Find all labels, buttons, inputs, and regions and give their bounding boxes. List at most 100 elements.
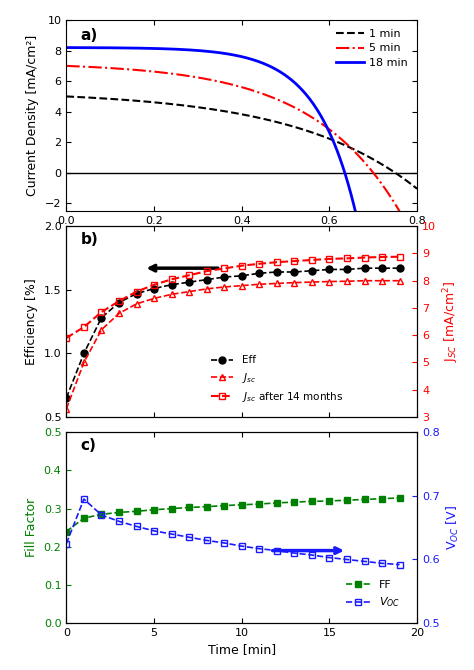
1 min	[253, 113, 259, 121]
Eff	[344, 265, 350, 273]
$J_{sc}$ after 14 months	[256, 260, 262, 268]
FF	[151, 506, 157, 514]
1 min	[230, 109, 236, 117]
$J_{sc}$ after 14 months	[99, 308, 104, 316]
Line: FF: FF	[63, 494, 403, 535]
1 min	[414, 185, 420, 193]
$J_{sc}$ after 14 months	[274, 258, 280, 266]
FF	[379, 494, 385, 502]
$J_{sc}$ after 14 months	[81, 323, 87, 331]
$V_{OC}$	[116, 517, 122, 525]
$J_{sc}$ after 14 months	[204, 267, 210, 275]
Eff	[379, 264, 385, 272]
5 min	[64, 62, 69, 70]
$J_{sc}$	[81, 358, 87, 366]
$J_{sc}$	[169, 290, 174, 298]
$J_{sc}$	[256, 280, 262, 288]
$J_{sc}$ after 14 months	[134, 287, 139, 295]
$J_{sc}$ after 14 months	[116, 297, 122, 305]
Y-axis label: V$_{OC}$ [V]: V$_{OC}$ [V]	[445, 505, 461, 550]
$J_{sc}$ after 14 months	[309, 256, 315, 264]
Eff	[292, 268, 297, 276]
1 min	[406, 178, 411, 186]
$J_{sc}$	[344, 277, 350, 285]
$V_{OC}$	[204, 537, 210, 545]
$J_{sc}$	[274, 279, 280, 287]
$V_{OC}$	[64, 539, 69, 547]
Line: $J_{sc}$ after 14 months: $J_{sc}$ after 14 months	[63, 253, 403, 342]
Eff	[204, 275, 210, 283]
Eff	[64, 394, 69, 402]
FF	[362, 495, 367, 503]
FF	[169, 505, 174, 513]
$J_{sc}$	[186, 287, 192, 295]
Line: 5 min: 5 min	[66, 66, 417, 245]
FF	[81, 514, 87, 522]
$J_{sc}$ after 14 months	[344, 255, 350, 263]
FF	[256, 500, 262, 508]
$J_{sc}$ after 14 months	[397, 253, 402, 261]
$V_{OC}$	[186, 533, 192, 541]
$J_{sc}$ after 14 months	[151, 281, 157, 289]
$J_{sc}$	[64, 405, 69, 413]
5 min	[414, 241, 420, 249]
Text: c): c)	[81, 438, 96, 453]
$J_{sc}$	[239, 281, 245, 289]
$V_{OC}$	[169, 530, 174, 538]
Legend: FF, $V_{OC}$: FF, $V_{OC}$	[341, 576, 404, 614]
FF	[64, 527, 69, 535]
$V_{OC}$	[379, 559, 385, 567]
FF	[204, 502, 210, 511]
$V_{OC}$	[327, 553, 332, 561]
18 min	[351, 201, 357, 209]
$J_{sc}$ after 14 months	[327, 255, 332, 263]
$J_{sc}$	[327, 277, 332, 285]
Eff	[116, 299, 122, 307]
Line: 18 min: 18 min	[66, 48, 417, 670]
Eff	[274, 268, 280, 276]
X-axis label: Time [min]: Time [min]	[208, 643, 276, 657]
$J_{sc}$	[151, 294, 157, 302]
$V_{OC}$	[397, 561, 402, 569]
Eff	[134, 289, 139, 297]
$J_{sc}$ after 14 months	[64, 334, 69, 342]
FF	[99, 511, 104, 519]
FF	[239, 500, 245, 509]
Eff	[151, 285, 157, 293]
$J_{sc}$	[99, 326, 104, 334]
$V_{OC}$	[292, 549, 297, 557]
Line: $V_{OC}$: $V_{OC}$	[63, 496, 403, 568]
Line: 1 min: 1 min	[66, 96, 417, 189]
Eff	[362, 264, 367, 272]
Eff	[309, 267, 315, 275]
Line: Eff: Eff	[63, 265, 403, 401]
$V_{OC}$	[239, 542, 245, 550]
Text: b): b)	[81, 232, 98, 247]
18 min	[230, 51, 236, 59]
Eff	[169, 281, 174, 289]
Legend: Eff, $J_{sc}$, $J_{sc}$ after 14 months: Eff, $J_{sc}$, $J_{sc}$ after 14 months	[206, 351, 347, 408]
$J_{sc}$	[116, 310, 122, 318]
Y-axis label: J$_{SC}$ [mA/cm$^2$]: J$_{SC}$ [mA/cm$^2$]	[442, 281, 461, 362]
X-axis label: Applied Bias [V]: Applied Bias [V]	[192, 231, 292, 245]
1 min	[351, 145, 357, 153]
$V_{OC}$	[344, 555, 350, 563]
Text: a): a)	[81, 27, 98, 43]
Eff	[239, 272, 245, 280]
$J_{sc}$	[397, 277, 402, 285]
Y-axis label: Current Density [mA/cm²]: Current Density [mA/cm²]	[27, 35, 39, 196]
$J_{sc}$ after 14 months	[379, 253, 385, 261]
5 min	[272, 94, 278, 103]
Legend: 1 min, 5 min, 18 min: 1 min, 5 min, 18 min	[333, 25, 411, 71]
Eff	[221, 273, 227, 281]
$V_{OC}$	[221, 539, 227, 547]
Line: $J_{sc}$: $J_{sc}$	[63, 277, 403, 412]
Eff	[397, 264, 402, 272]
$V_{OC}$	[256, 545, 262, 553]
18 min	[64, 44, 69, 52]
5 min	[232, 81, 238, 89]
$J_{sc}$ after 14 months	[362, 253, 367, 261]
FF	[274, 499, 280, 507]
1 min	[272, 118, 278, 126]
$J_{sc}$ after 14 months	[239, 262, 245, 270]
